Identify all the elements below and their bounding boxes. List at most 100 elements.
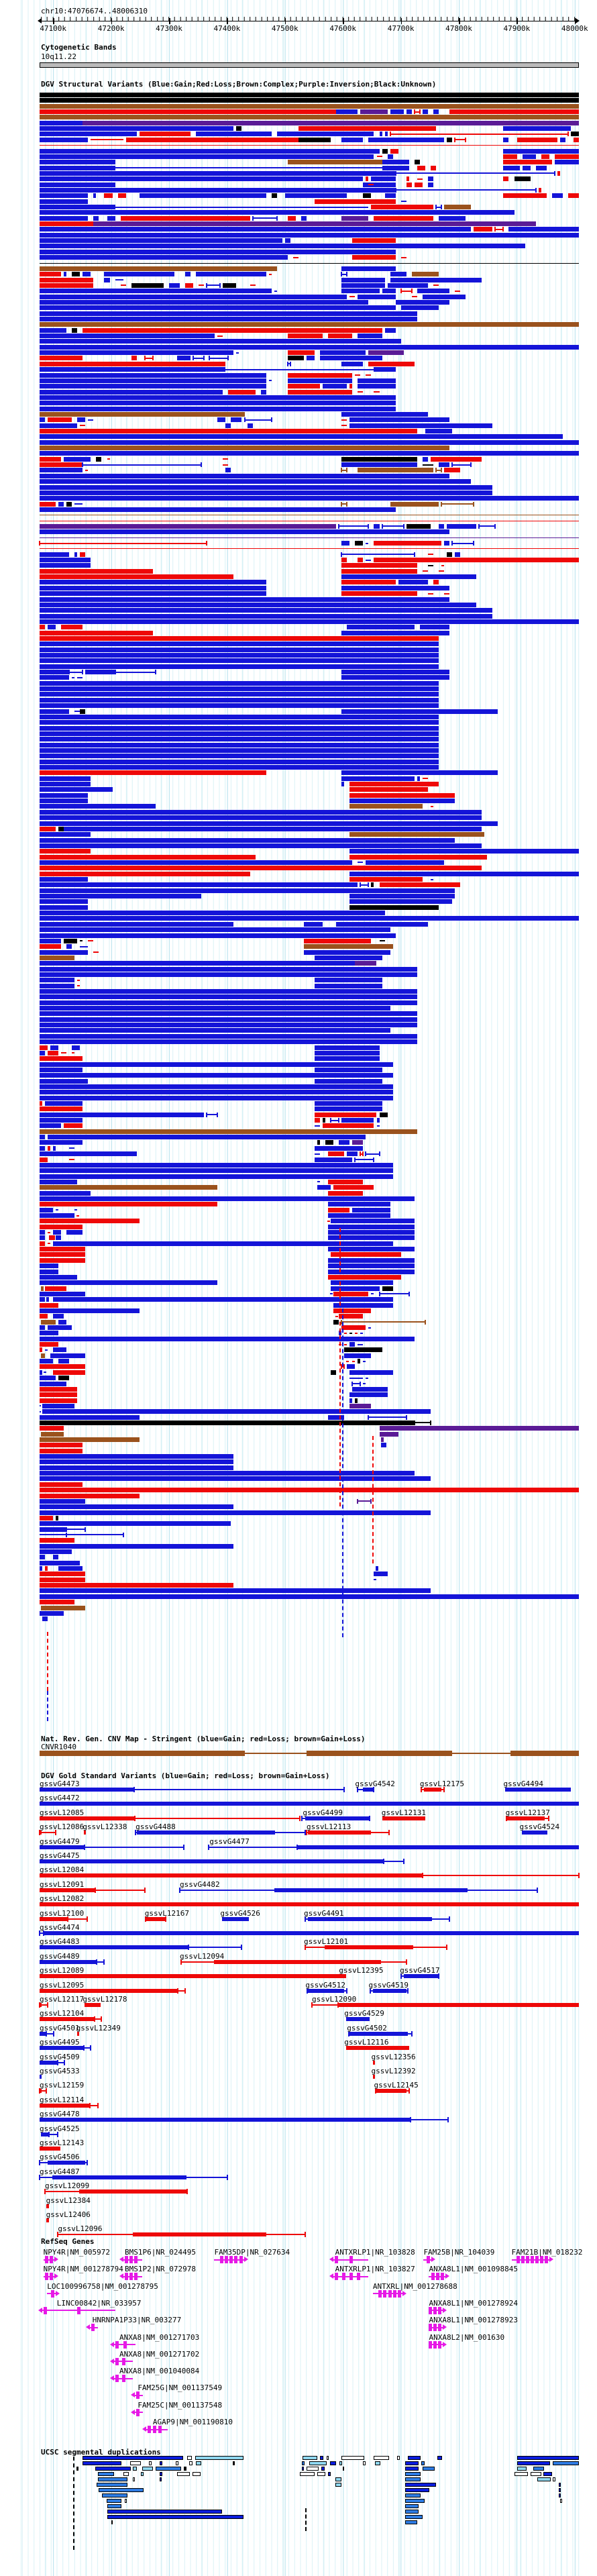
sv-variant-bar[interactable] [352, 1386, 388, 1392]
gold-variant-bar[interactable] [40, 1873, 423, 1878]
segdup-box[interactable] [188, 2461, 193, 2465]
sv-variant-bar[interactable] [358, 384, 396, 389]
gold-variant-bar[interactable] [40, 2118, 411, 2122]
sv-variant-bar[interactable] [328, 1179, 364, 1184]
sv-variant-bar[interactable] [40, 199, 89, 204]
gold-variant-bar[interactable] [40, 2075, 42, 2079]
sv-variant-bar[interactable] [80, 709, 86, 714]
sv-variant-bar[interactable] [287, 389, 353, 395]
sv-variant-bar[interactable] [535, 165, 547, 170]
sv-variant-bar[interactable] [284, 193, 347, 199]
sv-variant-thin[interactable] [358, 391, 364, 393]
sv-variant-bar[interactable] [185, 282, 194, 288]
sv-variant-thin[interactable] [341, 419, 347, 421]
sv-variant-bar[interactable] [40, 395, 396, 400]
gold-variant-bar[interactable] [40, 2003, 42, 2007]
gold-variant-bar[interactable] [146, 1916, 165, 1921]
gene-exon-block[interactable] [383, 2289, 387, 2298]
segdup-box[interactable] [533, 2467, 544, 2471]
segdup-box[interactable] [76, 2467, 78, 2471]
sv-variant-bar[interactable] [328, 1414, 345, 1420]
sv-variant-thin[interactable] [411, 296, 417, 298]
sv-variant-bar[interactable] [40, 1023, 417, 1028]
sv-variant-bar[interactable] [341, 456, 417, 462]
segdup-box[interactable] [302, 2456, 318, 2460]
sv-variant-bar[interactable] [315, 955, 382, 960]
sv-variant-bar[interactable] [349, 384, 353, 389]
sv-variant-bar[interactable] [374, 523, 380, 529]
sv-variant-thin[interactable] [355, 374, 361, 376]
gene-exon-block[interactable] [433, 2306, 437, 2314]
sv-variant-bar[interactable] [390, 148, 398, 154]
sv-variant-bar[interactable] [40, 434, 563, 440]
sv-variant-bar[interactable] [40, 1454, 234, 1459]
sv-variant-bar[interactable] [40, 406, 396, 411]
sv-variant-bar[interactable] [40, 238, 282, 244]
sv-variant-bar[interactable] [120, 215, 250, 221]
sv-variant-bar[interactable] [40, 1028, 390, 1033]
sv-variant-bar[interactable] [40, 255, 288, 260]
sv-variant-bar[interactable] [349, 798, 455, 804]
cnv-region-bar[interactable] [510, 1751, 579, 1756]
gene-glyph[interactable] [372, 2293, 403, 2295]
segdup-box[interactable] [177, 2472, 190, 2476]
sv-variant-bar[interactable] [341, 770, 498, 776]
sv-variant-bar[interactable] [352, 1207, 390, 1213]
sv-variant-thin[interactable] [223, 458, 229, 460]
sv-variant-whisker[interactable] [455, 139, 466, 141]
sv-variant-bar[interactable] [406, 523, 431, 529]
sv-variant-bar[interactable] [503, 126, 571, 132]
sv-variant-bar[interactable] [339, 1314, 364, 1319]
sv-variant-bar[interactable] [40, 429, 417, 433]
sv-variant-whisker[interactable] [358, 1500, 372, 1502]
sv-variant-bar[interactable] [40, 1106, 83, 1112]
sv-variant-bar[interactable] [328, 1264, 415, 1269]
sv-variant-bar[interactable] [503, 193, 547, 199]
gold-variant-bar[interactable] [40, 1916, 68, 1921]
sv-variant-bar[interactable] [341, 568, 417, 574]
sv-variant-bar[interactable] [371, 176, 396, 182]
sv-variant-bar[interactable] [40, 697, 439, 703]
gold-variant-bar[interactable] [48, 2161, 85, 2165]
segdup-box[interactable] [329, 2461, 337, 2465]
segdup-box[interactable] [97, 2477, 128, 2481]
cytogenetic-band[interactable] [40, 62, 579, 68]
sv-variant-thin[interactable] [120, 285, 126, 287]
sv-variant-bar[interactable] [358, 294, 396, 299]
sv-variant-bar[interactable] [271, 193, 277, 199]
gold-variant-bar[interactable] [78, 2189, 188, 2194]
segdup-box[interactable] [196, 2461, 202, 2465]
sv-variant-bar[interactable] [40, 1135, 46, 1140]
sv-variant-bar[interactable] [40, 658, 439, 664]
sv-variant-bar[interactable] [341, 282, 385, 288]
sv-variant-bar[interactable] [336, 921, 428, 927]
sv-variant-bar[interactable] [349, 792, 455, 798]
sv-variant-bar[interactable] [40, 344, 579, 350]
segdup-box[interactable] [537, 2477, 551, 2481]
gold-variant-bar[interactable] [372, 2075, 376, 2079]
sv-variant-bar[interactable] [347, 625, 415, 630]
gold-variant-bar[interactable] [221, 1916, 249, 1921]
gold-variant-whisker[interactable] [208, 1846, 298, 1848]
sv-variant-bar[interactable] [228, 389, 256, 395]
sv-variant-bar[interactable] [53, 1314, 64, 1319]
sv-variant-bar[interactable] [40, 456, 62, 462]
sv-variant-bar[interactable] [349, 905, 439, 910]
sv-variant-bar[interactable] [53, 1297, 393, 1302]
segdup-box[interactable] [405, 2493, 421, 2497]
sv-variant-bar[interactable] [349, 899, 453, 905]
sv-variant-thin[interactable] [368, 184, 374, 186]
sv-variant-bar[interactable] [40, 1543, 234, 1549]
sv-variant-thin[interactable] [374, 1579, 376, 1581]
sv-variant-bar[interactable] [40, 1515, 54, 1521]
sv-variant-bar[interactable] [368, 137, 444, 142]
sv-variant-bar[interactable] [40, 1168, 393, 1174]
gold-variant-bar[interactable] [133, 2232, 266, 2237]
gene-exon-block[interactable] [135, 2408, 140, 2416]
sv-variant-thin[interactable] [344, 1343, 347, 1345]
sv-variant-bar[interactable] [40, 1471, 415, 1476]
sv-variant-thin[interactable] [366, 374, 372, 376]
sv-variant-bar[interactable] [355, 961, 377, 966]
sv-variant-bar[interactable] [53, 1370, 86, 1375]
sv-variant-bar[interactable] [40, 1269, 59, 1274]
